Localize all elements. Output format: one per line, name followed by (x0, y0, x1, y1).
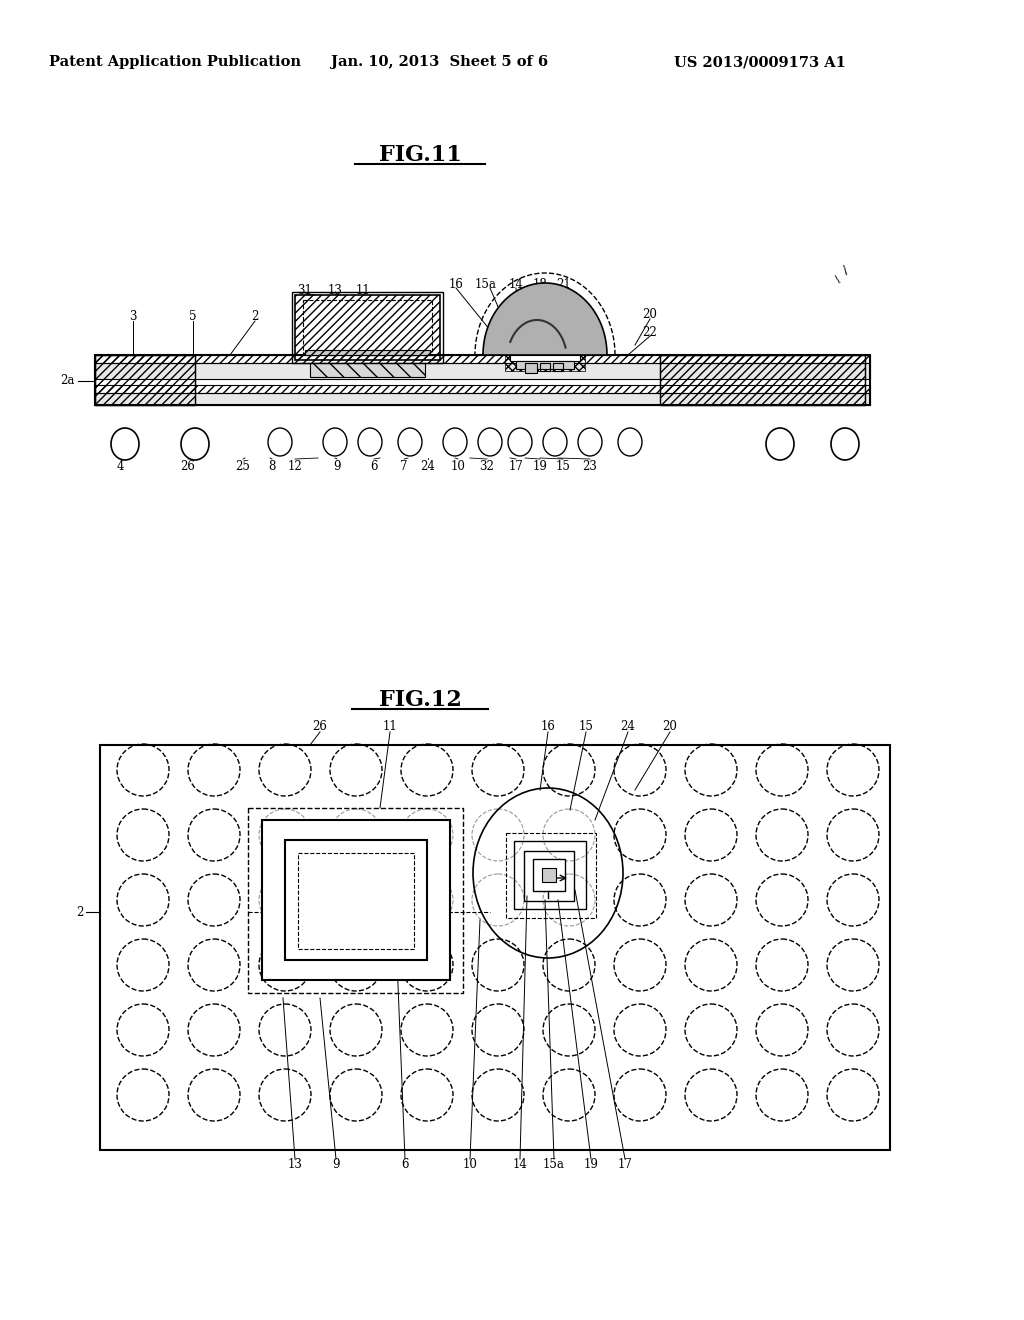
Bar (298, 853, 414, 949)
Ellipse shape (358, 428, 382, 455)
Text: 10: 10 (451, 461, 466, 474)
Text: 2a: 2a (60, 375, 75, 388)
Text: 14: 14 (509, 277, 523, 290)
Text: 13: 13 (288, 1159, 302, 1172)
Text: 17: 17 (509, 461, 523, 474)
Text: 15: 15 (556, 461, 570, 474)
Ellipse shape (578, 428, 602, 455)
Text: 2: 2 (77, 906, 84, 919)
Text: 20: 20 (643, 309, 657, 322)
Text: US 2013/0009173 A1: US 2013/0009173 A1 (674, 55, 846, 69)
Bar (292, 292, 443, 363)
Bar (100, 744, 890, 1150)
Text: 15: 15 (579, 719, 594, 733)
Text: 7: 7 (400, 461, 408, 474)
Text: 19: 19 (584, 1159, 598, 1172)
Bar (95, 385, 870, 393)
Ellipse shape (443, 428, 467, 455)
Polygon shape (483, 282, 607, 355)
Text: 16: 16 (449, 277, 464, 290)
Bar (95, 393, 870, 405)
Text: Patent Application Publication: Patent Application Publication (49, 55, 301, 69)
Bar (95, 355, 195, 405)
Text: 6: 6 (401, 1159, 409, 1172)
Text: 11: 11 (355, 284, 371, 297)
Bar (525, 363, 537, 374)
Ellipse shape (478, 428, 502, 455)
Text: FIG.12: FIG.12 (379, 689, 462, 711)
Text: 26: 26 (312, 719, 328, 733)
Bar (540, 363, 550, 371)
Bar (95, 363, 870, 379)
Text: 10: 10 (463, 1159, 477, 1172)
Ellipse shape (543, 428, 567, 455)
Text: 2: 2 (251, 310, 259, 323)
Bar (660, 355, 865, 405)
Bar (510, 355, 580, 360)
Text: 24: 24 (621, 719, 636, 733)
Text: 17: 17 (617, 1159, 633, 1172)
Bar (506, 833, 596, 917)
Bar (295, 294, 440, 360)
Text: 18: 18 (532, 277, 548, 290)
Bar (524, 851, 574, 902)
Text: 15a: 15a (475, 277, 497, 290)
Text: 3: 3 (129, 310, 137, 323)
Text: 31: 31 (298, 284, 312, 297)
Bar (303, 300, 432, 355)
Text: \: \ (835, 275, 841, 285)
Ellipse shape (398, 428, 422, 455)
Bar (285, 840, 427, 960)
Text: 15a: 15a (543, 1159, 565, 1172)
Bar (553, 363, 563, 371)
Text: 25: 25 (236, 461, 251, 474)
Ellipse shape (323, 428, 347, 455)
Bar (262, 820, 450, 979)
Text: 14: 14 (513, 1159, 527, 1172)
Text: 26: 26 (180, 461, 196, 474)
Bar (514, 841, 586, 909)
Bar (95, 355, 870, 363)
Text: 23: 23 (583, 461, 597, 474)
Bar (534, 859, 565, 891)
Text: 6: 6 (371, 461, 378, 474)
Text: 4: 4 (117, 461, 124, 474)
Bar (95, 355, 195, 405)
Bar (310, 363, 425, 378)
Text: 12: 12 (288, 461, 302, 474)
Text: 32: 32 (479, 461, 495, 474)
Text: 19: 19 (532, 461, 548, 474)
Text: 9: 9 (332, 1159, 340, 1172)
Ellipse shape (831, 428, 859, 459)
Bar (95, 355, 870, 405)
Bar (305, 350, 430, 355)
Text: 9: 9 (333, 461, 341, 474)
Ellipse shape (766, 428, 794, 459)
Text: 24: 24 (421, 461, 435, 474)
Text: 16: 16 (541, 719, 555, 733)
Bar (505, 355, 585, 371)
Text: \: \ (842, 263, 848, 277)
Bar (660, 355, 865, 405)
Text: 20: 20 (663, 719, 678, 733)
Text: 22: 22 (643, 326, 657, 338)
Text: 11: 11 (383, 719, 397, 733)
Text: 8: 8 (268, 461, 275, 474)
Text: 21: 21 (557, 277, 571, 290)
Ellipse shape (618, 428, 642, 455)
Ellipse shape (508, 428, 532, 455)
Text: Jan. 10, 2013  Sheet 5 of 6: Jan. 10, 2013 Sheet 5 of 6 (332, 55, 549, 69)
Bar (516, 360, 574, 370)
Text: FIG.11: FIG.11 (379, 144, 462, 166)
Ellipse shape (268, 428, 292, 455)
Ellipse shape (181, 428, 209, 459)
Text: 5: 5 (189, 310, 197, 323)
Bar (248, 808, 463, 993)
Text: 13: 13 (328, 284, 342, 297)
Ellipse shape (111, 428, 139, 459)
Bar (542, 869, 556, 882)
